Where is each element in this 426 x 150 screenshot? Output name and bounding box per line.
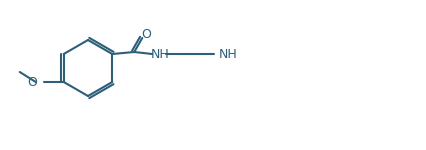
Text: O: O (141, 27, 151, 40)
Text: O: O (27, 75, 37, 88)
Text: NH: NH (219, 48, 238, 60)
Text: NH: NH (151, 48, 170, 60)
